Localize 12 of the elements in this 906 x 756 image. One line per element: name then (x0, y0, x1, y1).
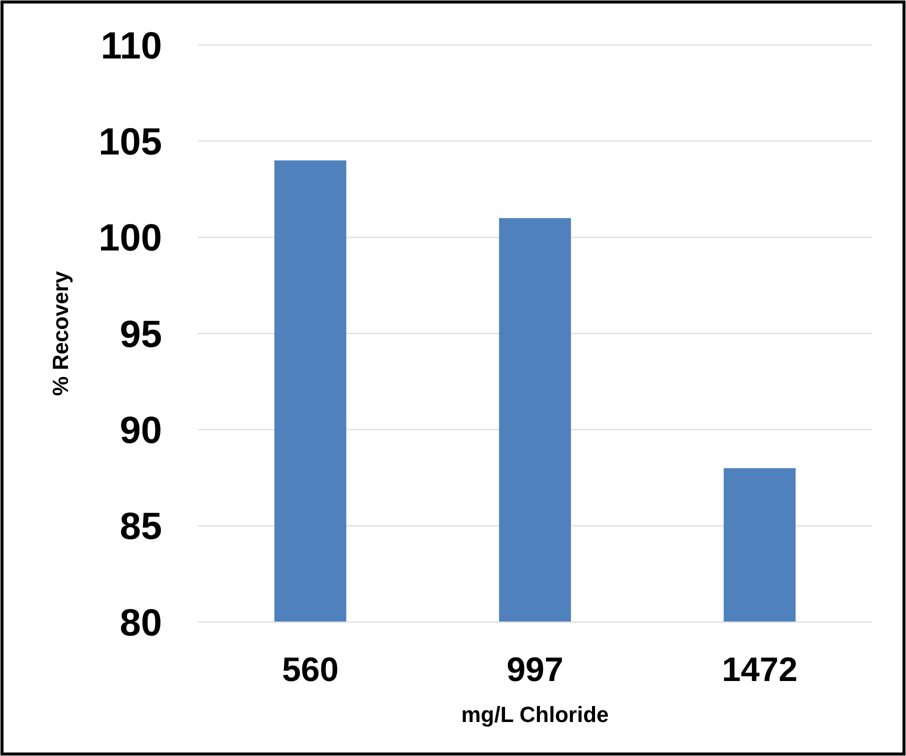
y-tick-label: 85 (120, 506, 162, 548)
y-tick-label: 90 (120, 410, 162, 452)
y-axis-title: % Recovery (48, 270, 73, 396)
x-tick-label: 1472 (722, 651, 798, 689)
y-tick-label: 95 (120, 314, 162, 356)
y-tick-label: 105 (98, 121, 162, 164)
y-tick-label: 110 (100, 25, 162, 68)
x-axis-title: mg/L Chloride (461, 702, 609, 727)
y-tick-label: 80 (120, 602, 162, 644)
x-tick-label: 560 (282, 651, 339, 689)
y-tick-label: 100 (98, 218, 162, 260)
x-tick-label: 997 (506, 651, 564, 689)
